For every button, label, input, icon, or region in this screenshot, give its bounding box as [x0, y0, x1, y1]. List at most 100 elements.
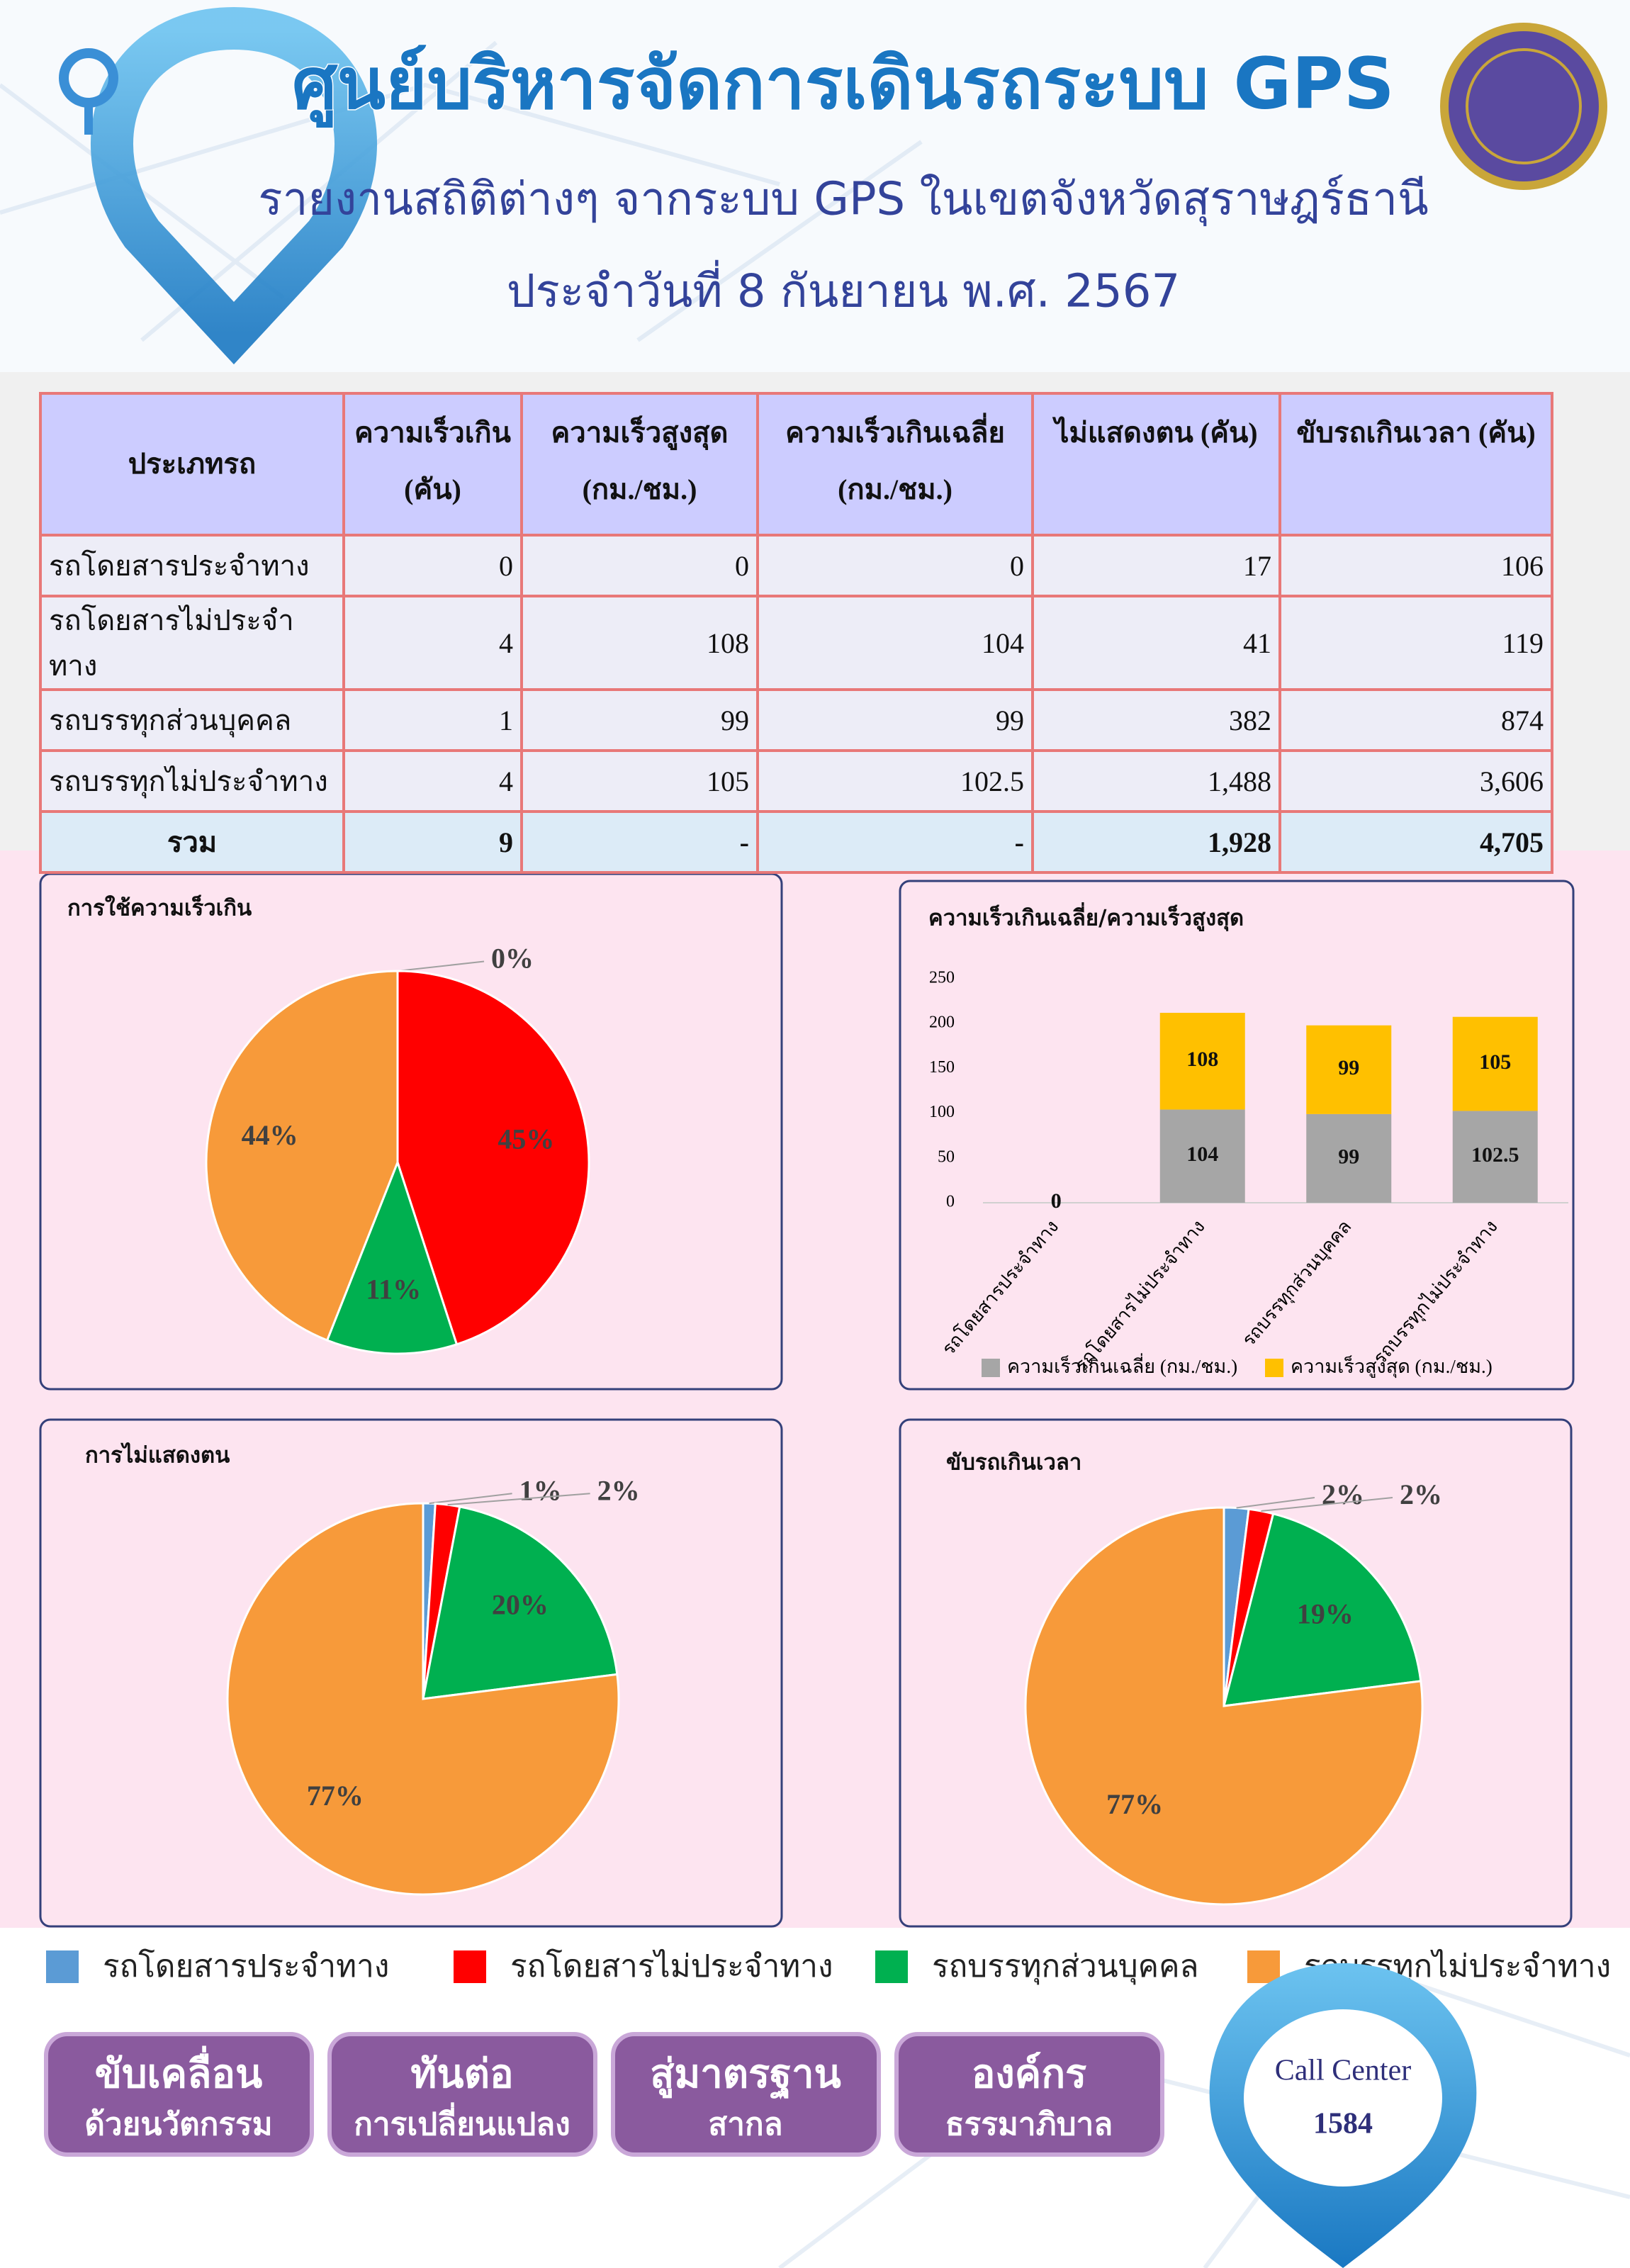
pie-slice: [205, 970, 399, 1342]
pillar-title: ทันต่อ: [410, 2051, 513, 2097]
legend-swatch: [454, 1950, 486, 1983]
legend-swatch: [46, 1950, 79, 1983]
pillar-button: [894, 2032, 1164, 2157]
table-cell: รถบรรทุกส่วนบุคคล: [39, 688, 345, 752]
table-cell: 108: [520, 595, 759, 691]
header-cell: ความเร็วเกินเฉลี่ย (กม./ชม.): [756, 392, 1034, 537]
data-label: 20%: [492, 1589, 549, 1621]
pie-slice: [1222, 1512, 1422, 1707]
pillar-button: [327, 2032, 597, 2157]
pillar-title: ขับเคลื่อน: [95, 2045, 263, 2097]
pie-slice: [396, 970, 590, 1346]
data-label: 2%: [1322, 1478, 1364, 1510]
table-cell: 41: [1031, 595, 1281, 691]
pillar-subtitle: สากล: [708, 2106, 782, 2143]
leader-line: [447, 1493, 590, 1506]
pillar-button: [44, 2032, 314, 2157]
data-label: 99: [1338, 1145, 1359, 1168]
leader-line: [429, 1493, 512, 1505]
legend-label: รถโดยสารประจำทาง: [103, 1948, 389, 1984]
table-cell: 105: [520, 749, 759, 813]
header-text: ประเภทรถ: [128, 448, 257, 480]
table-cell: 0: [756, 534, 1034, 597]
table-cell: -: [520, 810, 759, 874]
legend-label: รถโดยสารไม่ประจำทาง: [510, 1948, 833, 1984]
legend-label: ความเร็วเกินเฉลี่ย (กม./ชม.): [1007, 1353, 1237, 1377]
legend-swatch: [875, 1950, 908, 1983]
table-cell: 99: [520, 688, 759, 752]
data-label: 108: [1186, 1048, 1218, 1071]
bar-segment: [1159, 1109, 1245, 1203]
y-tick-label: 100: [929, 1103, 955, 1121]
data-label: 2%: [1400, 1478, 1442, 1510]
legend-swatch: [982, 1359, 1000, 1377]
pie-slice: [422, 1505, 619, 1700]
data-label: 77%: [307, 1780, 364, 1812]
header-text: (กม./ชม.): [582, 473, 697, 505]
data-label: 77%: [1106, 1788, 1163, 1820]
table-cell: 1: [342, 688, 523, 752]
data-label: 1%: [519, 1474, 562, 1506]
header-cell: ขับรถเกินเวลา (คัน): [1278, 392, 1553, 537]
table-cell: รถโดยสารประจำทาง: [39, 534, 345, 597]
table-cell: 3,606: [1278, 749, 1553, 813]
table-cell: 1,928: [1031, 810, 1281, 874]
y-tick-label: 0: [946, 1193, 955, 1211]
header-text: (คัน): [404, 473, 461, 505]
table-cell: 874: [1278, 688, 1553, 752]
header-subtitle: รายงานสถิติต่างๆ จากระบบ GPS ในเขตจังหวั…: [258, 174, 1429, 227]
table-row: รถโดยสารไม่ประจำทาง 4 108 104 41 119: [39, 595, 1553, 691]
table-cell: 382: [1031, 688, 1281, 752]
data-label: 11%: [366, 1274, 421, 1306]
header-text: (กม./ชม.): [838, 473, 952, 505]
pie-slice: [325, 1159, 459, 1355]
data-label: 104: [1186, 1143, 1218, 1166]
table-cell: 102.5: [756, 749, 1034, 813]
data-label: 2%: [597, 1474, 640, 1506]
table-cell: รถบรรทุกไม่ประจำทาง: [39, 749, 345, 813]
header-cell: ความเร็วสูงสุด (กม./ชม.): [520, 392, 759, 537]
pie-slice: [226, 1502, 620, 1896]
table-cell: รถโดยสารไม่ประจำทาง: [39, 595, 345, 691]
y-tick-label: 200: [929, 1014, 955, 1032]
data-label: 0%: [491, 943, 534, 975]
pillar-button: [611, 2032, 881, 2157]
header-title: ศูนย์บริหารจัดการเดินรถระบบ GPS: [292, 42, 1395, 128]
pillar-title: องค์กร: [972, 2051, 1086, 2097]
table-row: รถบรรทุกไม่ประจำทาง 4 105 102.5 1,488 3,606: [39, 749, 1553, 813]
bar-segment: [1159, 1013, 1245, 1110]
legend-label: ความเร็วสูงสุด (กม./ชม.): [1291, 1354, 1493, 1379]
data-label: 45%: [498, 1123, 554, 1155]
leader-line: [1236, 1497, 1315, 1509]
table-cell: 4,705: [1278, 810, 1553, 874]
pillar-subtitle: ธรรมาภิบาล: [945, 2106, 1113, 2143]
table-cell: 17: [1031, 534, 1281, 597]
bar-segment: [1452, 1111, 1538, 1203]
data-label: 0: [1051, 1189, 1062, 1213]
table-cell: 4: [342, 749, 523, 813]
table-cell: 0: [520, 534, 759, 597]
leader-line: [1261, 1497, 1393, 1512]
table-cell: 106: [1278, 534, 1553, 597]
table-cell: 119: [1278, 595, 1553, 691]
header-text: ไม่แสดงตน (คัน): [1055, 417, 1258, 449]
header-text: ความเร็วเกินเฉลี่ย: [785, 417, 1005, 449]
table-cell: รวม: [39, 810, 345, 874]
y-tick-label: 150: [929, 1058, 955, 1077]
data-label: 0: [1051, 1189, 1062, 1213]
pillar-subtitle: การเปลี่ยนแปลง: [354, 2102, 570, 2143]
table-cell: 99: [756, 688, 1034, 752]
header-cell: ไม่แสดงตน (คัน): [1031, 392, 1281, 537]
chart-title: การใช้ความเร็วเกิน: [67, 894, 252, 921]
call-center-badge: [1244, 2009, 1442, 2186]
pin-decoration: [59, 6, 377, 365]
bar-segment: [1306, 1025, 1392, 1114]
chart-title: ขับรถเกินเวลา: [946, 1450, 1081, 1476]
data-label: 44%: [242, 1119, 298, 1151]
call-center-label: Call Center: [1275, 2055, 1411, 2087]
header-text: ความเร็วสูงสุด: [551, 417, 729, 449]
table-cell: 4: [342, 595, 523, 691]
data-label: 105: [1479, 1050, 1511, 1074]
